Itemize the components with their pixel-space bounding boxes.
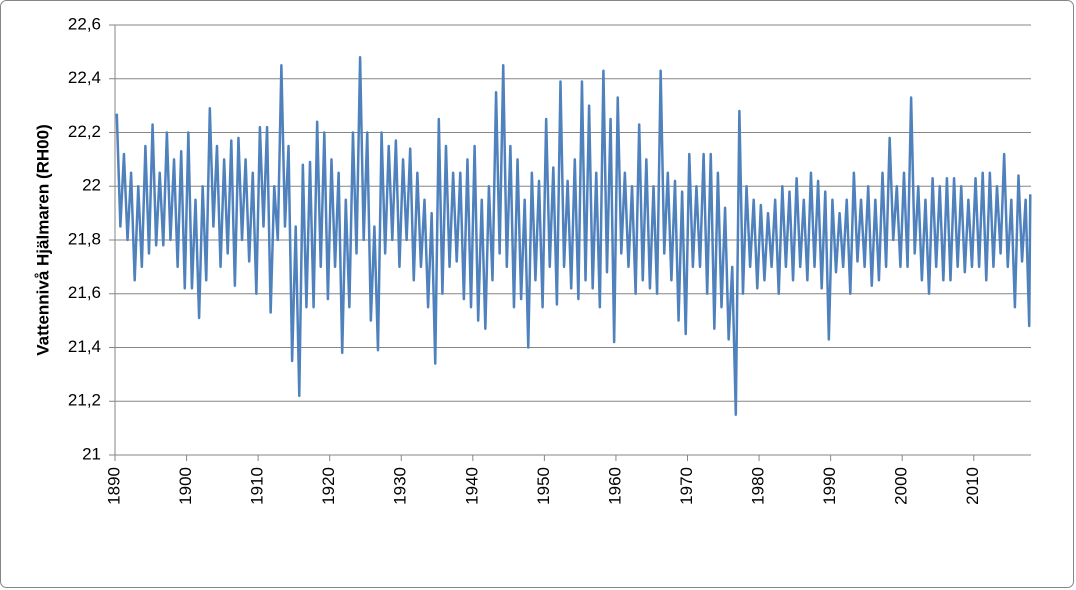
y-tick-label: 22,4 (68, 68, 101, 87)
x-tick-label: 1910 (248, 467, 267, 505)
x-tick-label: 1970 (677, 467, 696, 505)
x-tick-label: 1900 (176, 467, 195, 505)
x-tick-label: 1990 (820, 467, 839, 505)
x-tick-label: 1920 (319, 467, 338, 505)
y-tick-label: 22,6 (68, 14, 101, 33)
y-tick-label: 22,2 (68, 122, 101, 141)
x-tick-label: 1960 (605, 467, 624, 505)
x-tick-label: 2010 (963, 467, 982, 505)
x-tick-label: 1890 (104, 467, 123, 505)
x-tick-label: 2000 (892, 467, 911, 505)
y-axis-label: Vattennivå Hjälmaren (RH00) (33, 124, 52, 355)
y-tick-label: 21,4 (68, 337, 101, 356)
x-tick-label: 1950 (534, 467, 553, 505)
y-tick-label: 21 (82, 444, 101, 463)
x-tick-label: 1940 (462, 467, 481, 505)
y-tick-label: 22 (82, 176, 101, 195)
y-tick-label: 21,8 (68, 229, 101, 248)
y-tick-label: 21,2 (68, 391, 101, 410)
y-tick-label: 21,6 (68, 283, 101, 302)
data-line (115, 56, 1032, 416)
x-tick-label: 1980 (749, 467, 768, 505)
x-tick-label: 1930 (391, 467, 410, 505)
